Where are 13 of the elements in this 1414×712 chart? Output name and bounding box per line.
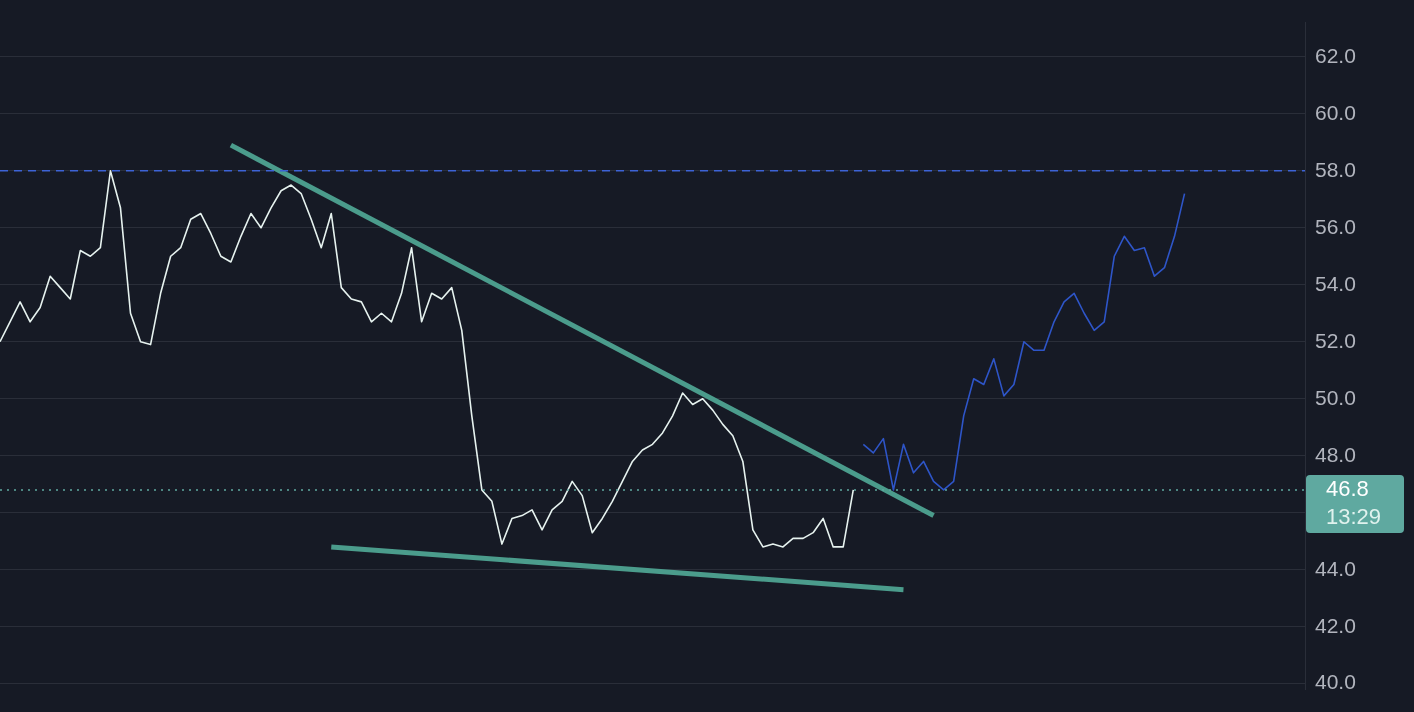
- y-tick-label: 54.0: [1315, 271, 1356, 295]
- y-tick-label: 52.0: [1315, 328, 1356, 352]
- y-tick-label: 62.0: [1315, 43, 1356, 67]
- y-tick-label: 48.0: [1315, 442, 1356, 466]
- y-tick-label: 44.0: [1315, 556, 1356, 580]
- ref-line-label: 46.8: [1326, 475, 1369, 501]
- y-tick-label: 58.0: [1315, 157, 1356, 181]
- text: 13:29: [1326, 503, 1382, 529]
- y-tick-label: 42.0: [1315, 613, 1356, 637]
- y-tick-label: 40.0: [1315, 670, 1356, 694]
- y-tick-label: 56.0: [1315, 214, 1356, 238]
- y-tick-label: 60.0: [1315, 100, 1356, 124]
- y-tick-label: 50.0: [1315, 385, 1356, 409]
